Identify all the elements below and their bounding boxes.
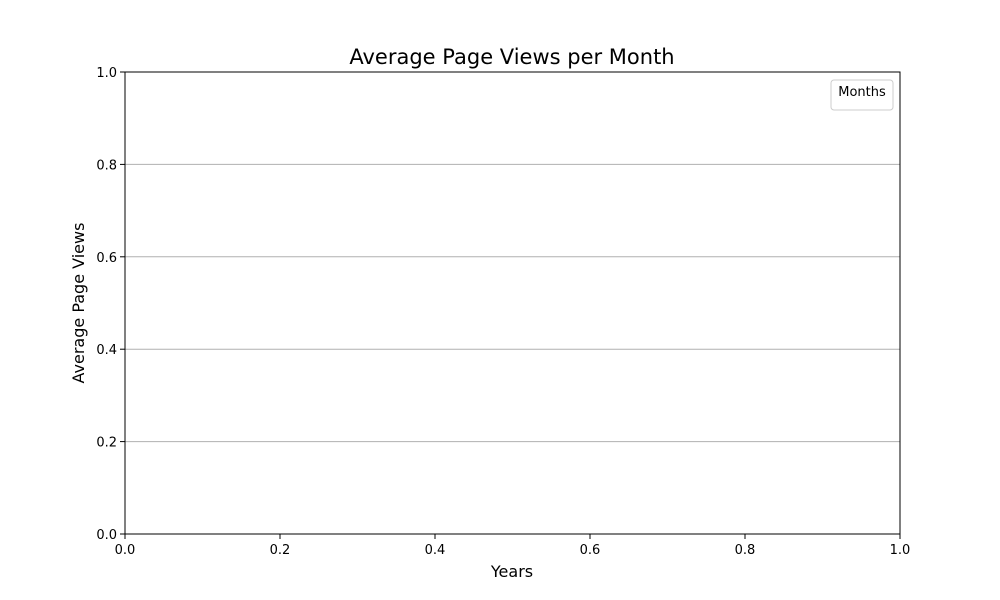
x-tick-label: 0.0 xyxy=(115,543,136,558)
y-axis-label: Average Page Views xyxy=(69,223,88,384)
grid xyxy=(125,163,900,443)
y-axis: 0.0 0.2 0.4 0.6 0.8 1.0 xyxy=(96,66,125,543)
y-tick-label: 0.0 xyxy=(96,528,117,543)
legend: Months xyxy=(830,79,894,111)
x-tick-label: 0.8 xyxy=(735,543,756,558)
y-tick-label: 0.6 xyxy=(96,251,117,266)
y-tick-label: 1.0 xyxy=(96,66,117,81)
y-tick-label: 0.4 xyxy=(96,343,117,358)
y-tick-label: 0.2 xyxy=(96,436,117,451)
x-tick-label: 0.6 xyxy=(580,543,601,558)
legend-box xyxy=(830,79,894,111)
x-tick-label: 0.4 xyxy=(425,543,446,558)
x-axis: 0.0 0.2 0.4 0.6 0.8 1.0 xyxy=(115,534,911,558)
chart-title: Average Page Views per Month xyxy=(349,45,674,69)
x-tick-label: 0.2 xyxy=(270,543,291,558)
x-tick-label: 1.0 xyxy=(890,543,911,558)
legend-title: Months xyxy=(838,85,886,100)
x-axis-label: Years xyxy=(490,562,533,581)
plot-area xyxy=(124,71,901,535)
y-tick-label: 0.8 xyxy=(96,158,117,173)
